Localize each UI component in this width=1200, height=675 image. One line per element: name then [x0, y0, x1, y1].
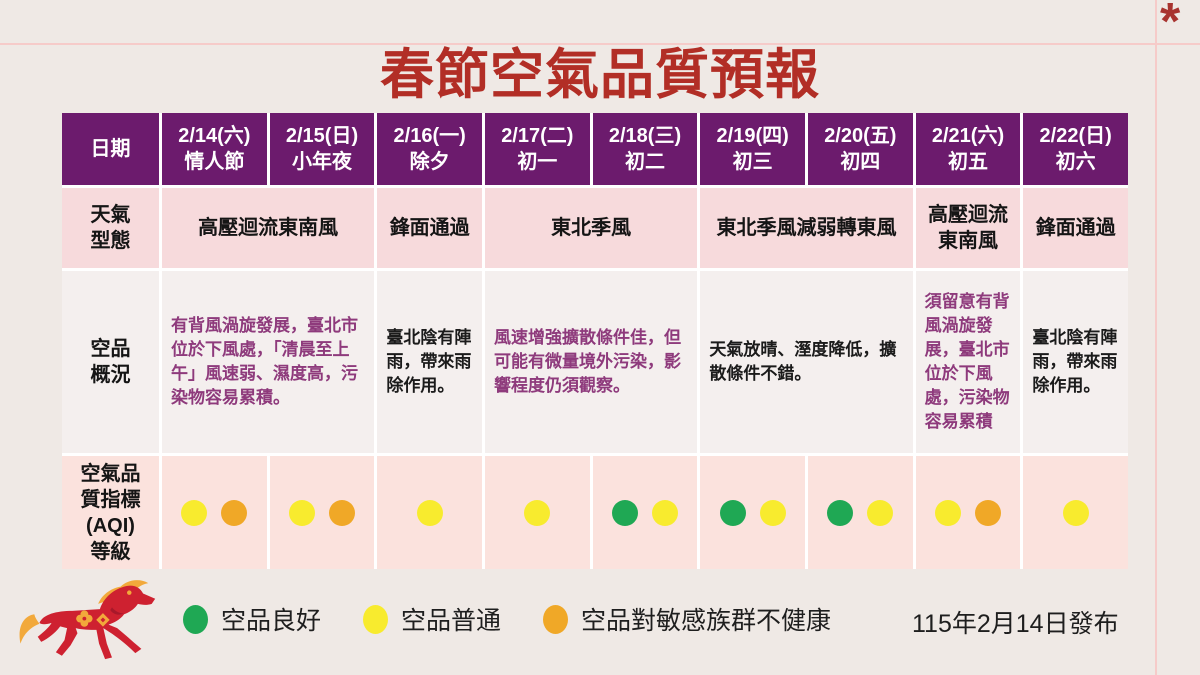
- overview-cell: 臺北陰有陣雨，帶來雨除作用。: [1023, 271, 1128, 453]
- header-date: 2/22(日): [1039, 125, 1112, 147]
- header-day: 初一: [517, 151, 558, 173]
- header-col-2-18: 2/18(三) 初二: [592, 113, 698, 185]
- yellow-dot-icon: [416, 499, 443, 526]
- header-col-2-14: 2/14(六) 情人節: [162, 113, 267, 185]
- aqi-cell: [592, 456, 698, 569]
- header-col-2-20: 2/20(五) 初四: [807, 113, 913, 185]
- aqi-cell: [700, 456, 805, 569]
- header-date: 2/14(六): [178, 125, 251, 147]
- horse-crescent: [110, 607, 125, 615]
- yellow-dot-icon: [181, 499, 208, 526]
- aqi-cell: [915, 456, 1021, 569]
- weather-cell: 鋒面通過: [1023, 188, 1128, 268]
- overview-cell: 臺北陰有陣雨，帶來雨除作用。: [377, 271, 482, 453]
- header-day: 初二: [624, 151, 665, 173]
- header-day: 初三: [732, 151, 773, 173]
- aqi-row-label: 空氣品 質指標 (AQI) 等級: [62, 456, 159, 569]
- header-day: 初六: [1055, 151, 1096, 173]
- header-date: 2/19(四): [716, 125, 789, 147]
- weather-row-label: 天氣 型態: [62, 188, 159, 268]
- orange-dot-icon: [543, 604, 569, 634]
- header-date: 2/20(五): [824, 125, 897, 147]
- header-col-2-16: 2/16(一) 除夕: [377, 113, 482, 185]
- yellow-dot-icon: [759, 499, 786, 526]
- legend-label: 空品良好: [221, 607, 322, 635]
- legend-item-moderate: 空品普通: [363, 601, 501, 637]
- weather-cell: 高壓迴流東南風: [915, 188, 1021, 268]
- green-dot-icon: [183, 604, 208, 634]
- horse-eye: [127, 590, 132, 595]
- horse-tail: [19, 614, 40, 644]
- overview-cell: 有背風渦旋發展，臺北市位於下風處，「清晨至上午」風速弱、濕度高，污染物容易累積。: [162, 271, 375, 453]
- header-col-2-19: 2/19(四) 初三: [700, 113, 805, 185]
- overview-cell: 須留意有背風渦旋發展，臺北市位於下風處，污染物容易累積: [915, 271, 1021, 453]
- horse-flower: [76, 610, 93, 627]
- orange-dot-icon: [221, 499, 248, 526]
- forecast-table: 日期 2/14(六) 情人節 2/15(日) 小年夜 2/16(一) 除夕 2/…: [62, 113, 1128, 569]
- aqi-cell: [162, 456, 267, 569]
- legend-item-good: 空品良好: [183, 601, 321, 637]
- legend-label: 空品普通: [401, 607, 502, 635]
- header-date: 2/17(二): [501, 125, 574, 147]
- green-dot-icon: [719, 499, 746, 526]
- yellow-dot-icon: [524, 499, 551, 526]
- weather-cell: 鋒面通過: [377, 188, 482, 268]
- aqi-cell: [1023, 456, 1128, 569]
- horse-body: [37, 585, 156, 660]
- yellow-dot-icon: [867, 499, 894, 526]
- legend-item-unhealthy-sensitive: 空品對敏感族群不健康: [543, 601, 831, 637]
- yellow-dot-icon: [934, 499, 961, 526]
- header-col-2-17: 2/17(二) 初一: [484, 113, 590, 185]
- orange-dot-icon: [974, 499, 1001, 526]
- overview-cell: 天氣放晴、溼度降低，擴散條件不錯。: [700, 271, 913, 453]
- orange-dot-icon: [328, 499, 355, 526]
- page-title: 春節空氣品質預報: [380, 45, 820, 105]
- header-col-2-21: 2/21(六) 初五: [915, 113, 1021, 185]
- header-date: 2/15(日): [285, 125, 359, 147]
- header-date: 2/21(六): [931, 125, 1005, 147]
- top-pink-rule: [0, 43, 1200, 45]
- aqi-cell: [807, 456, 913, 569]
- overview-row-label: 空品 概況: [62, 271, 159, 453]
- yellow-dot-icon: [363, 604, 389, 634]
- header-col-2-22: 2/22(日) 初六: [1023, 113, 1128, 185]
- publish-date: 115年2月14日發布: [912, 610, 1119, 638]
- header-day: 初四: [840, 151, 881, 173]
- header-day: 情人節: [184, 151, 245, 173]
- header-date-label: 日期: [62, 113, 159, 185]
- right-pink-rule: [1155, 0, 1157, 675]
- yellow-dot-icon: [651, 499, 678, 526]
- overview-cell: 風速增強擴散條件佳，但可能有微量境外污染，影響程度仍須觀察。: [484, 271, 698, 453]
- green-dot-icon: [611, 499, 638, 526]
- aqi-cell: [377, 456, 482, 569]
- asterisk-mark: *: [1160, 0, 1181, 51]
- header-date: 2/18(三): [608, 125, 682, 147]
- header-date: 2/16(一): [393, 125, 466, 147]
- yellow-dot-icon: [288, 499, 315, 526]
- weather-cell: 高壓迴流東南風: [162, 188, 375, 268]
- aqi-legend: 空品良好 空品普通 空品對敏感族群不健康: [183, 601, 857, 637]
- header-col-2-15: 2/15(日) 小年夜: [269, 113, 375, 185]
- red-horse-icon: [19, 580, 156, 660]
- legend-label: 空品對敏感族群不健康: [581, 607, 832, 635]
- header-day: 除夕: [409, 151, 450, 173]
- weather-cell: 東北季風減弱轉東風: [700, 188, 913, 268]
- header-day: 初五: [947, 151, 988, 173]
- weather-cell: 東北季風: [484, 188, 698, 268]
- aqi-cell: [269, 456, 375, 569]
- yellow-dot-icon: [1062, 499, 1089, 526]
- header-day: 小年夜: [291, 151, 352, 173]
- green-dot-icon: [827, 499, 854, 526]
- aqi-cell: [484, 456, 590, 569]
